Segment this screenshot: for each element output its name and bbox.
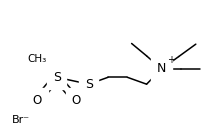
Text: S: S bbox=[53, 71, 61, 84]
Text: S: S bbox=[85, 78, 93, 91]
Text: Br⁻: Br⁻ bbox=[12, 115, 30, 125]
Text: +: + bbox=[167, 55, 175, 65]
Text: N: N bbox=[157, 63, 166, 75]
Text: CH₃: CH₃ bbox=[28, 54, 47, 64]
Text: O: O bbox=[71, 94, 81, 107]
Text: O: O bbox=[33, 94, 42, 107]
